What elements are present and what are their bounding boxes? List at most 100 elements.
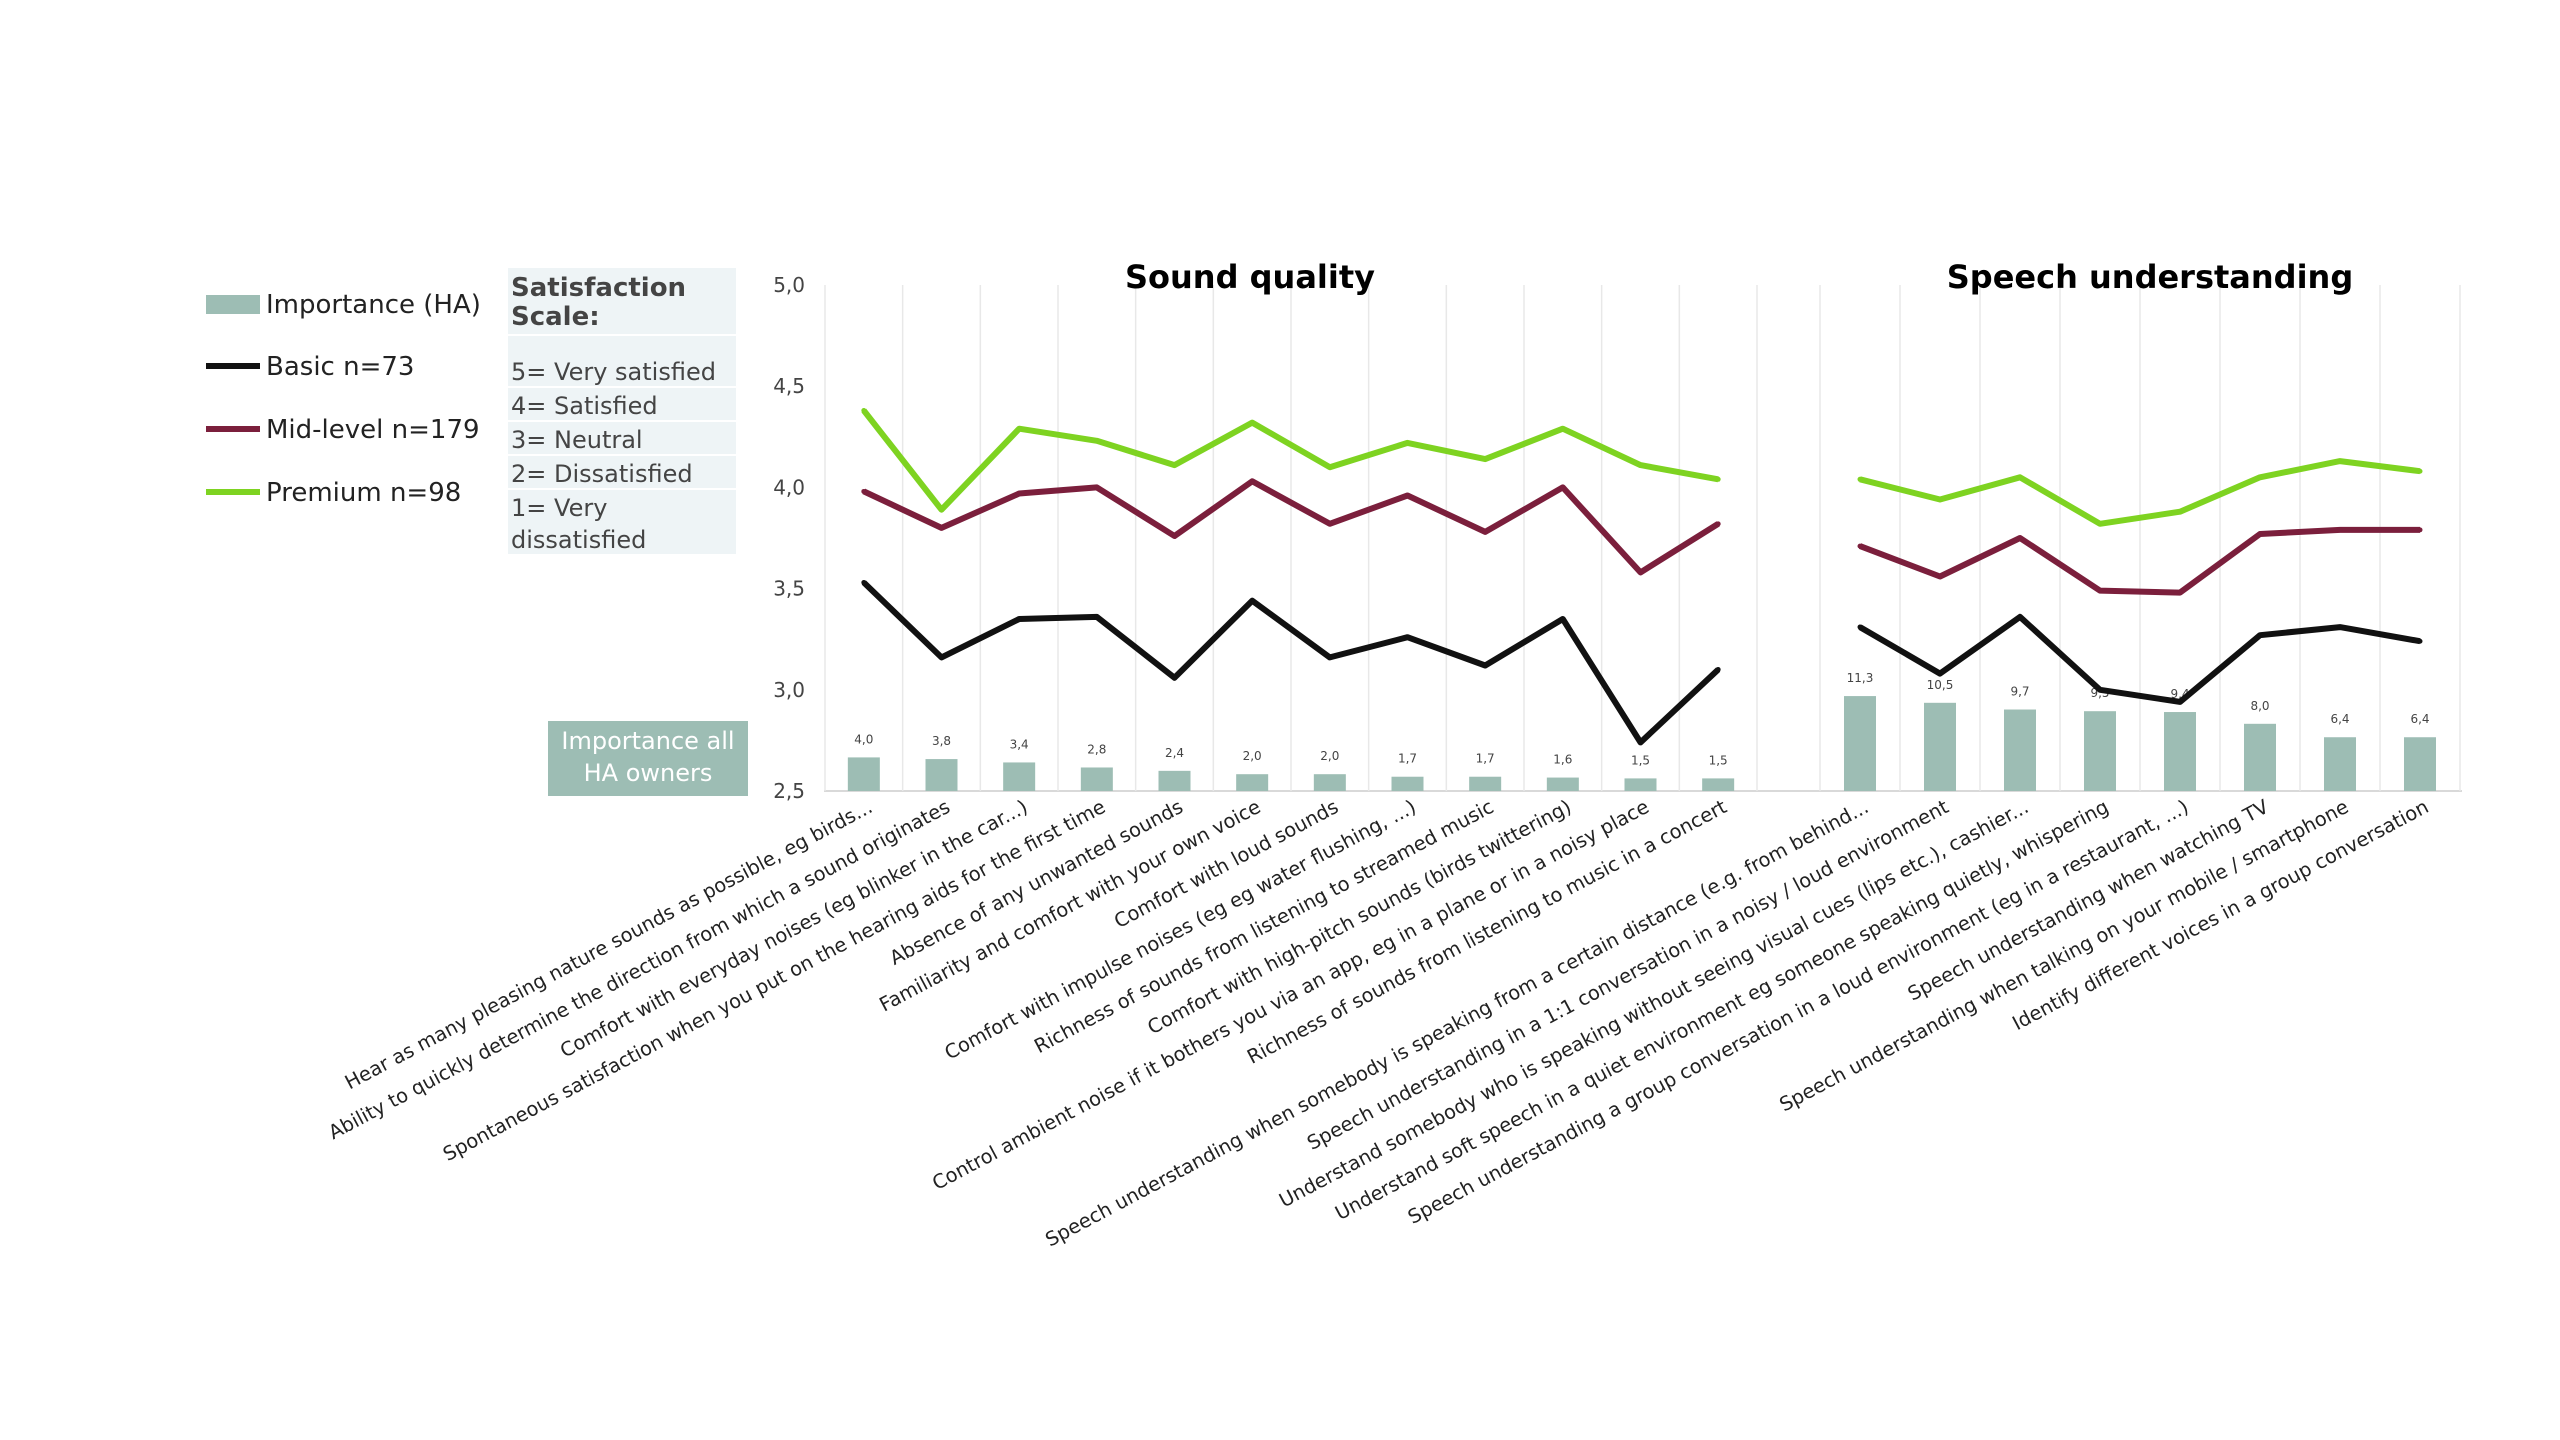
y-tick-label: 2,5 bbox=[773, 779, 805, 803]
importance-bar bbox=[1469, 776, 1502, 791]
series-point bbox=[1560, 484, 1566, 490]
x-tick-label: Hear as many pleasing nature sounds as p… bbox=[341, 795, 876, 1094]
importance-bar bbox=[1158, 770, 1191, 791]
series-point bbox=[1715, 521, 1721, 527]
importance-bar bbox=[1080, 767, 1113, 791]
importance-data-label: 2,8 bbox=[1087, 742, 1106, 756]
series-point bbox=[861, 488, 867, 494]
importance-data-label: 11,3 bbox=[1847, 671, 1874, 685]
importance-bar bbox=[1924, 702, 1956, 791]
series-point bbox=[1937, 671, 1943, 677]
importance-data-label: 6,4 bbox=[2330, 712, 2349, 726]
panel-title: Speech understanding bbox=[1947, 258, 2353, 296]
series-point bbox=[1327, 521, 1333, 527]
importance-bar bbox=[1546, 777, 1579, 791]
scale-item-1-cont: dissatisfied bbox=[511, 526, 646, 554]
y-tick-label: 3,5 bbox=[773, 577, 805, 601]
series-point bbox=[2097, 521, 2103, 527]
importance-bar bbox=[2084, 711, 2116, 791]
scale-title-line-1: Satisfaction bbox=[511, 273, 686, 303]
series-point bbox=[939, 507, 944, 513]
series-point bbox=[1172, 462, 1177, 468]
scale-title-line-2: Scale: bbox=[511, 302, 600, 332]
importance-bar bbox=[2324, 737, 2356, 791]
scale-item-1: 1= Very bbox=[511, 494, 607, 522]
importance-data-label: 2,0 bbox=[1243, 749, 1262, 763]
series-point bbox=[1857, 543, 1863, 549]
legend-label-importance: Importance (HA) bbox=[266, 290, 481, 320]
series-point bbox=[1172, 675, 1177, 681]
series-point bbox=[939, 525, 944, 531]
series-point bbox=[1638, 462, 1643, 468]
series-point bbox=[2417, 527, 2423, 533]
series-point bbox=[1172, 533, 1177, 539]
series-point bbox=[2337, 624, 2343, 630]
series-line bbox=[1858, 526, 2420, 596]
series-point bbox=[861, 580, 867, 586]
series-point bbox=[2177, 590, 2183, 596]
series-line bbox=[862, 478, 1720, 576]
series-point bbox=[1249, 478, 1255, 484]
series-point bbox=[2257, 474, 2263, 480]
scale-item-4: 4= Satisfied bbox=[511, 392, 658, 420]
series-point bbox=[1857, 476, 1863, 482]
series-point bbox=[1857, 624, 1863, 630]
series-point bbox=[1482, 456, 1488, 462]
series-point bbox=[939, 654, 944, 660]
series-point bbox=[2337, 527, 2343, 533]
series-point bbox=[1249, 598, 1255, 604]
importance-box-line-1: Importance all bbox=[561, 727, 734, 755]
series-point bbox=[1094, 614, 1100, 620]
importance-data-label: 1,6 bbox=[1553, 753, 1572, 767]
series-point bbox=[1937, 573, 1943, 579]
series-point bbox=[2017, 614, 2023, 620]
series-point bbox=[1638, 739, 1643, 745]
series-point bbox=[1094, 438, 1100, 444]
series-point bbox=[1715, 476, 1721, 482]
series-point bbox=[2017, 474, 2023, 480]
series-point bbox=[1715, 667, 1721, 673]
scale-item-2: 2= Dissatisfied bbox=[511, 460, 693, 488]
series-line bbox=[1858, 613, 2421, 705]
scale-item-5: 5= Very satisfied bbox=[511, 358, 716, 386]
importance-bar bbox=[1003, 762, 1036, 791]
importance-data-label: 2,4 bbox=[1165, 746, 1184, 760]
x-tick-label: Ability to quickly determine the directi… bbox=[325, 795, 954, 1144]
series-point bbox=[1016, 426, 1022, 432]
importance-bar bbox=[1844, 696, 1876, 791]
y-axis: 2,5 3,0 3,5 4,0 4,5 5,0 bbox=[773, 273, 805, 803]
importance-data-label: 6,4 bbox=[2410, 712, 2429, 726]
importance-bar bbox=[1702, 778, 1735, 791]
satisfaction-scale: Satisfaction Scale: 5= Very satisfied 4=… bbox=[508, 268, 736, 554]
series-point bbox=[1016, 616, 1022, 622]
series-point bbox=[1405, 634, 1410, 640]
importance-box-background bbox=[548, 721, 748, 796]
series-point bbox=[1016, 490, 1022, 496]
series-point bbox=[1560, 426, 1566, 432]
panel-title: Sound quality bbox=[1125, 258, 1375, 296]
importance-data-label: 10,5 bbox=[1927, 678, 1954, 692]
importance-data-label: 3,8 bbox=[932, 734, 951, 748]
importance-bar bbox=[1313, 774, 1346, 791]
series-point bbox=[1937, 497, 1943, 503]
importance-box-line-2: HA owners bbox=[584, 759, 713, 787]
importance-data-label: 1,5 bbox=[1631, 753, 1650, 767]
y-tick-label: 3,0 bbox=[773, 678, 805, 702]
series-line bbox=[1859, 458, 2421, 527]
series-point bbox=[861, 407, 867, 413]
series-point bbox=[2417, 638, 2423, 644]
legend-label-premium: Premium n=98 bbox=[266, 478, 461, 508]
series-point bbox=[2177, 509, 2183, 515]
y-tick-label: 4,5 bbox=[773, 374, 805, 398]
y-tick-label: 5,0 bbox=[773, 273, 805, 297]
series-point bbox=[2097, 588, 2103, 594]
importance-bar bbox=[1391, 776, 1424, 791]
series-point bbox=[2417, 468, 2423, 474]
series-point bbox=[2257, 632, 2263, 638]
importance-box: Importance all HA owners bbox=[548, 721, 748, 796]
series-point bbox=[1482, 529, 1488, 535]
series-line bbox=[861, 408, 1719, 513]
legend-label-mid-level: Mid-level n=179 bbox=[266, 415, 480, 445]
series-point bbox=[1249, 420, 1255, 426]
